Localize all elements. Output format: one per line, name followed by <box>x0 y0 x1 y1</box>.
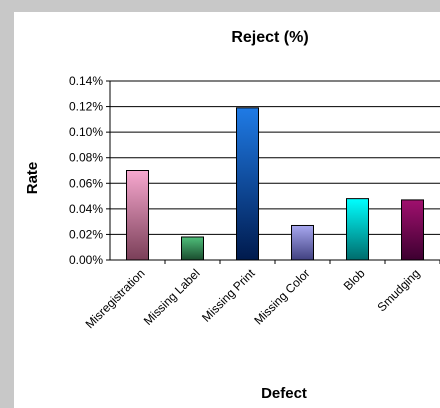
y-tick-label: 0.04% <box>69 202 103 216</box>
y-tick-label: 0.08% <box>69 151 103 165</box>
x-axis-title: Defect <box>261 385 307 402</box>
y-tick-label: 0.12% <box>69 100 103 114</box>
y-axis-title: Rate <box>24 162 41 195</box>
x-tick-label: Missing Label <box>141 266 203 328</box>
bar-missing-color <box>291 224 314 261</box>
bar-chart: Reject (%) Rate Defect 0.00% 0.02% 0.04% 0.… <box>24 29 440 402</box>
x-tick-label: Missing Print <box>199 266 258 325</box>
y-tick-label: 0.10% <box>69 125 103 139</box>
y-tick-label: 0.02% <box>69 227 103 241</box>
chart-area: Reject (%) Rate Defect 0.00% 0.02% 0.04% 0.… <box>14 12 440 408</box>
x-tick-label: Missing Color <box>251 266 312 327</box>
bar-blob <box>346 198 369 261</box>
bar-missing-label <box>181 236 204 261</box>
chart-title: Reject (%) <box>231 29 308 46</box>
x-tick-label: Misregistration <box>83 266 148 331</box>
bar-smudging <box>401 199 424 261</box>
bar-missing-print <box>236 107 259 261</box>
bar-misregistration <box>126 170 149 261</box>
y-tick-label: 0.00% <box>69 253 103 267</box>
x-tick-label: Smudging <box>375 266 423 314</box>
y-tick-label: 0.06% <box>69 176 103 190</box>
y-tick-label: 0.14% <box>69 74 103 88</box>
x-tick-label: Blob <box>341 266 368 293</box>
